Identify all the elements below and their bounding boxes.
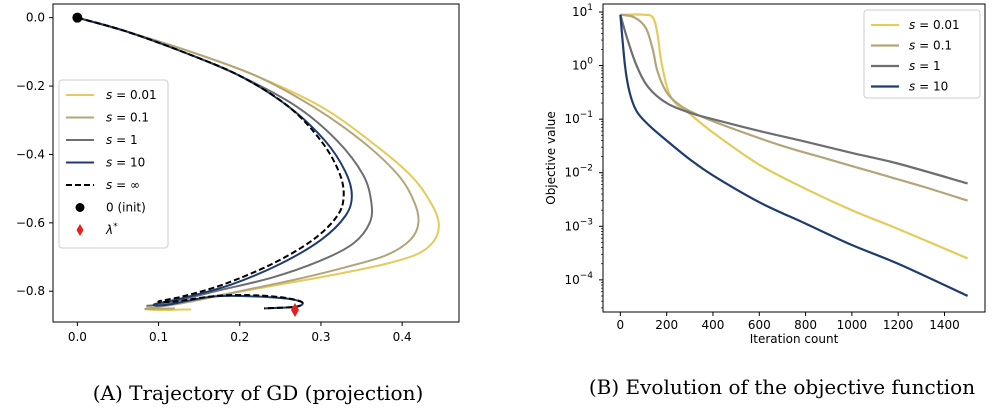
y-tick-label: 0.0 bbox=[26, 11, 45, 25]
legend-label: s = 0.1 bbox=[909, 39, 952, 53]
x-tick-label: 800 bbox=[794, 318, 817, 332]
series-line bbox=[77, 16, 420, 311]
x-tick-label: 0.1 bbox=[149, 330, 168, 344]
y-tick-label: 101 bbox=[572, 3, 593, 19]
x-tick-label: 0.4 bbox=[393, 330, 412, 344]
y-tick-label: 10−1 bbox=[564, 110, 593, 126]
x-tick-label: 1200 bbox=[883, 318, 914, 332]
legend-label: s = 10 bbox=[106, 156, 145, 170]
objective-chart: 0 200 400 600 800 1000 1200 1400 101 100 10−1 10−2 1… bbox=[544, 3, 986, 346]
legend-box bbox=[863, 9, 981, 99]
x-tick-label: 0.2 bbox=[230, 330, 249, 344]
lambda-star-point bbox=[290, 303, 299, 318]
y-tick-label: 10−2 bbox=[564, 164, 593, 180]
x-tick-label: 1400 bbox=[929, 318, 960, 332]
y-tick-label: 100 bbox=[572, 57, 593, 73]
legend-label: 0 (init) bbox=[106, 201, 146, 215]
legend-label: s = 10 bbox=[909, 80, 948, 94]
y-tick-label: −0.6 bbox=[16, 216, 45, 230]
legend-marker bbox=[76, 224, 84, 236]
legend-box bbox=[58, 79, 169, 249]
x-tick-label: 1000 bbox=[837, 318, 868, 332]
series-line bbox=[619, 14, 968, 185]
trajectory-chart: 0.0 0.1 0.2 0.3 0.4 0.0 −0.2 −0.4 −0.6 −0.8 s = 0… bbox=[16, 3, 460, 344]
legend-label: s = 1 bbox=[106, 133, 138, 147]
series-line bbox=[77, 16, 345, 310]
plot-frame bbox=[52, 3, 460, 323]
caption-a: (A) Trajectory of GD (projection) bbox=[93, 381, 424, 405]
y-tick-label: 10−4 bbox=[564, 271, 593, 287]
y-tick-label: −0.4 bbox=[16, 147, 45, 161]
x-tick-label: 600 bbox=[748, 318, 771, 332]
y-tick-label: −0.2 bbox=[16, 79, 45, 93]
legend-label: s = 0.01 bbox=[106, 88, 157, 102]
y-axis-label: Objective value bbox=[544, 111, 558, 205]
init-point bbox=[72, 12, 83, 23]
x-tick-label: 200 bbox=[655, 318, 678, 332]
y-tick-label: −0.8 bbox=[16, 284, 45, 298]
y-tick-label: 10−3 bbox=[564, 217, 593, 233]
x-tick-label: 0 bbox=[617, 318, 625, 332]
x-tick-label: 0.3 bbox=[311, 330, 330, 344]
legend-marker bbox=[75, 203, 85, 212]
legend-label: s = ∞ bbox=[106, 178, 140, 192]
x-tick-label: 0.0 bbox=[68, 330, 87, 344]
legend-label: λ* bbox=[105, 222, 118, 237]
series-line bbox=[619, 14, 969, 297]
x-tick-label: 400 bbox=[702, 318, 725, 332]
x-axis-label: Iteration count bbox=[750, 332, 839, 346]
legend: s = 0.01 s = 0.1 s = 1 s = 10 bbox=[863, 9, 981, 99]
caption-b: (B) Evolution of the objective function bbox=[589, 375, 975, 399]
legend-label: s = 1 bbox=[909, 59, 941, 73]
plot-frame bbox=[602, 3, 986, 313]
legend: s = 0.01 s = 0.1 s = 1 s = 10 s = ∞ 0 (init) λ… bbox=[58, 79, 169, 249]
legend-label: s = 0.1 bbox=[106, 111, 149, 125]
series-line bbox=[620, 13, 968, 202]
legend-label: s = 0.01 bbox=[909, 18, 960, 32]
series-line bbox=[77, 16, 353, 310]
